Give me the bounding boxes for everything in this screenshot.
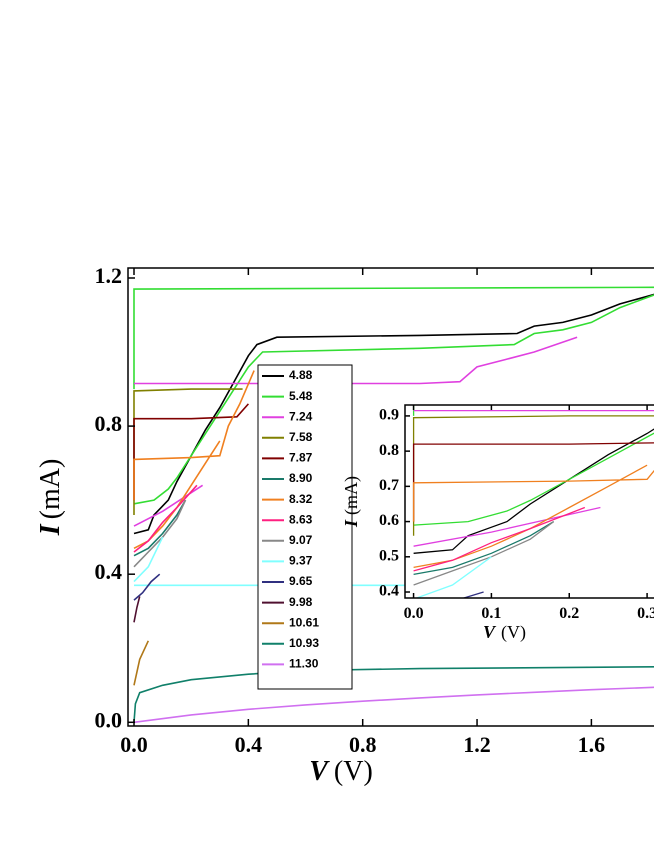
- x-axis-symbol: V: [483, 622, 497, 642]
- legend-box: [257, 364, 353, 690]
- x-tick-label: 0.8: [349, 732, 377, 757]
- y-tick-label: 0.8: [379, 442, 399, 459]
- x-tick-label: 1.2: [463, 732, 491, 757]
- x-axis-label: V (V): [483, 622, 526, 643]
- series-line: [133, 640, 150, 686]
- x-tick-label: 0.0: [120, 732, 148, 757]
- y-tick-label: 0.6: [379, 512, 399, 529]
- legend-label: 9.98: [289, 595, 313, 609]
- legend-label: 10.61: [289, 615, 319, 629]
- x-tick-label: 0.2: [559, 605, 579, 622]
- plot-frame: [404, 404, 654, 599]
- series-line: [413, 506, 586, 572]
- x-axis-symbol: V: [309, 756, 330, 787]
- legend-label: 5.48: [289, 389, 313, 403]
- legend-label: 9.65: [289, 574, 313, 588]
- y-tick-label: 0.4: [95, 559, 123, 584]
- plot-area: [412, 405, 654, 733]
- y-axis-symbol: I: [341, 519, 361, 528]
- series-line: [412, 405, 654, 526]
- plot-frame: [127, 267, 654, 727]
- series-line: [413, 521, 555, 576]
- series-line: [133, 286, 654, 505]
- series-line: [133, 666, 654, 723]
- legend-label: 8.90: [289, 471, 313, 485]
- series-line: [133, 388, 243, 515]
- y-tick-label: 0.7: [379, 477, 399, 494]
- legend-label: 8.63: [289, 512, 313, 526]
- legend-label: 11.30: [289, 657, 319, 671]
- legend-label: 9.37: [289, 554, 313, 568]
- x-tick-label: 0.3: [637, 605, 654, 622]
- series-line: [133, 573, 161, 601]
- x-axis-unit: (V): [501, 622, 526, 643]
- y-tick-label: 1.2: [95, 263, 123, 288]
- y-tick-label: 0.0: [95, 707, 123, 732]
- series-line: [413, 409, 654, 547]
- series-line: [133, 403, 249, 501]
- x-axis-label: V (V): [309, 756, 373, 787]
- y-tick-label: 0.9: [379, 407, 399, 424]
- y-tick-label: 0.4: [379, 583, 399, 600]
- series-line: [414, 556, 492, 598]
- series-line: [413, 428, 654, 554]
- y-axis-unit: (mA): [341, 476, 362, 515]
- series-line: [133, 686, 654, 724]
- y-axis-label: I (mA): [35, 459, 66, 537]
- x-tick-label: 0.0: [404, 605, 424, 622]
- y-axis-symbol: I: [35, 523, 66, 536]
- y-axis-unit: (mA): [35, 459, 66, 520]
- series-line: [133, 499, 187, 557]
- series-line: [133, 293, 654, 535]
- series-line: [412, 442, 654, 522]
- x-tick-label: 0.1: [481, 605, 501, 622]
- y-axis-label: I (mA): [341, 476, 362, 528]
- legend-label: 7.87: [289, 451, 313, 465]
- legend-label: 10.93: [289, 636, 319, 650]
- x-axis-unit: (V): [334, 756, 373, 787]
- legend-label: 7.24: [289, 409, 313, 423]
- legend-label: 9.07: [289, 533, 313, 547]
- legend-label: 4.88: [289, 368, 313, 382]
- y-tick-label: 0.8: [95, 411, 123, 436]
- series-line: [133, 484, 198, 553]
- legend-label: 8.32: [289, 492, 313, 506]
- x-tick-label: 1.6: [578, 732, 606, 757]
- series-line: [414, 699, 654, 733]
- y-tick-label: 0.5: [379, 547, 399, 564]
- inset-background: [405, 405, 654, 598]
- legend-label: 7.58: [289, 430, 313, 444]
- series-line: [414, 655, 453, 697]
- x-tick-label: 0.4: [235, 732, 263, 757]
- series-line: [461, 591, 484, 598]
- series-line: [133, 596, 141, 623]
